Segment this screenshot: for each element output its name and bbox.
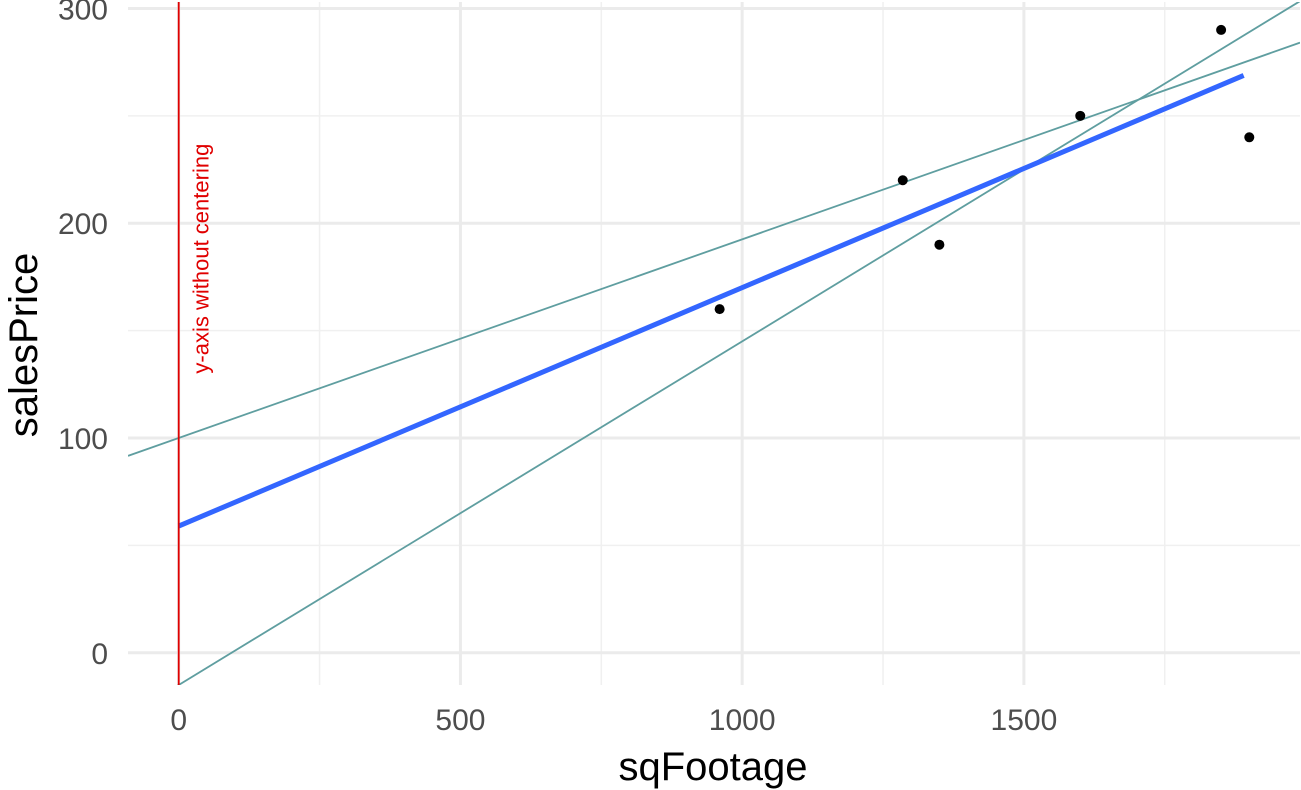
x-tick-label: 0 [170, 704, 187, 737]
data-point [1216, 24, 1227, 35]
x-tick-label: 1000 [709, 704, 776, 737]
y-tick-labels: 0 100 200 300 [58, 0, 108, 671]
y-tick-label: 0 [91, 638, 108, 671]
y-tick-label: 300 [58, 0, 108, 26]
fit-line [177, 73, 1245, 529]
reference-line [128, 41, 1300, 457]
reference-lines [128, 2, 1300, 685]
y-axis-title: salesPrice [2, 253, 46, 438]
grid-major [128, 2, 1300, 685]
data-point [714, 304, 725, 315]
x-tick-label: 1500 [991, 704, 1058, 737]
data-point [1244, 132, 1255, 143]
points [714, 24, 1255, 315]
y-tick-label: 100 [58, 423, 108, 456]
y-tick-label: 200 [58, 208, 108, 241]
grid-minor [128, 2, 1300, 685]
x-tick-labels: 0 500 1000 1500 [170, 704, 1057, 737]
data-point [934, 239, 945, 250]
vertical-line-label: y-axis without centering [189, 144, 214, 374]
reference-line [176, 2, 1300, 685]
x-axis-title: sqFootage [618, 745, 807, 789]
vertical-line-group: y-axis without centering [177, 2, 214, 685]
data-point [897, 175, 908, 186]
data-point [1075, 110, 1086, 121]
fit-line-group [177, 73, 1245, 529]
x-tick-label: 500 [435, 704, 485, 737]
